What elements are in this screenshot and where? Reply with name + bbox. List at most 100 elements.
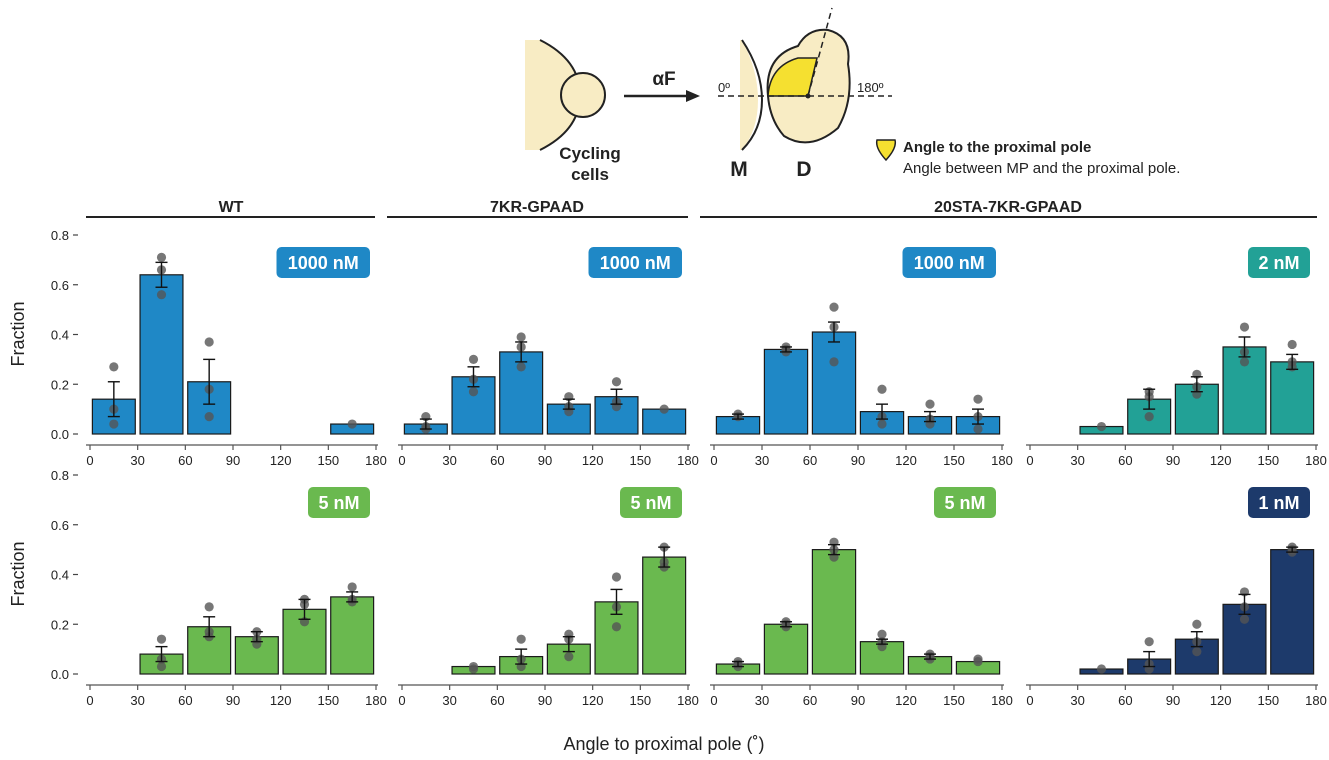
- x-tick-label: 30: [1070, 453, 1084, 468]
- panel-8: 0 30 60 90 120 150 180 1 nM: [1026, 487, 1327, 708]
- x-tick-label: 150: [943, 453, 965, 468]
- angle-0-label: 0º: [718, 80, 730, 95]
- arrow-head: [686, 90, 700, 102]
- x-tick-label: 0: [710, 453, 717, 468]
- x-tick-label: 180: [365, 453, 387, 468]
- concentration-badge: [902, 247, 996, 278]
- x-tick-label: 90: [538, 693, 552, 708]
- cycling-label-line2: cells: [571, 165, 609, 184]
- x-tick-label: 150: [943, 693, 965, 708]
- x-tick-label: 0: [710, 693, 717, 708]
- bar: [330, 596, 375, 675]
- y-tick-label: 0.2: [51, 617, 69, 632]
- bud-cell: [560, 72, 606, 118]
- x-tick-label: 90: [538, 453, 552, 468]
- angle-180-label: 180º: [857, 80, 884, 95]
- x-tick-label: 180: [365, 693, 387, 708]
- concentration-badge: [588, 247, 682, 278]
- x-tick-label: 30: [442, 453, 456, 468]
- y-tick-label: 0.6: [51, 518, 69, 533]
- x-tick-label: 30: [755, 453, 769, 468]
- pole-dashed-line: [807, 7, 833, 97]
- y-axis-title-bottom: Fraction: [8, 541, 28, 606]
- concentration-badge-label: 2 nM: [1258, 253, 1299, 273]
- legend-wedge-icon: [875, 139, 897, 162]
- data-point: [1239, 357, 1250, 367]
- data-point: [1239, 322, 1250, 332]
- x-tick-label: 60: [1118, 453, 1132, 468]
- x-tick-label: 120: [270, 693, 292, 708]
- x-tick-label: 60: [490, 453, 504, 468]
- x-tick-label: 150: [629, 693, 651, 708]
- x-tick-label: 30: [1070, 693, 1084, 708]
- bar: [1270, 549, 1315, 675]
- bar: [811, 331, 857, 435]
- data-point: [659, 404, 669, 414]
- panels: 0.0 0.2 0.4 0.6 0.8 0 30 60 90 120 150 180 1000 nM 0 3…: [51, 228, 1327, 708]
- x-tick-label: 120: [895, 453, 917, 468]
- strain-header-20sta: 20STA-7KR-GPAAD: [934, 199, 1082, 216]
- mother-cell-shmoo: [741, 39, 764, 151]
- data-point: [1287, 339, 1297, 350]
- concentration-badge: [276, 247, 370, 278]
- concentration-badge-label: 5 nM: [630, 493, 671, 513]
- concentration-badge-label: 1000 nM: [288, 253, 359, 273]
- data-point: [1096, 421, 1107, 432]
- y-tick-label: 0.0: [51, 427, 69, 442]
- x-tick-label: 0: [398, 693, 405, 708]
- x-tick-label: 30: [442, 693, 456, 708]
- data-point: [877, 384, 887, 394]
- data-point: [829, 357, 839, 367]
- data-point: [973, 394, 983, 404]
- cycling-label-line1: Cycling: [559, 144, 620, 163]
- panel-6: 0 30 60 90 120 150 180 5 nM: [398, 487, 699, 708]
- legend-title: Angle to the proximal pole: [903, 139, 1091, 156]
- concentration-badge-label: 1000 nM: [914, 253, 985, 273]
- data-point: [564, 651, 574, 662]
- data-point: [1192, 619, 1202, 629]
- concentration-badge: [620, 487, 682, 518]
- bar: [763, 348, 809, 435]
- data-point: [1096, 664, 1107, 674]
- concentration-badge-label: 1 nM: [1258, 493, 1299, 513]
- x-tick-label: 120: [582, 453, 604, 468]
- x-tick-label: 90: [851, 693, 865, 708]
- data-point: [611, 572, 622, 582]
- panel-3: 0 30 60 90 120 150 180 1000 nM: [710, 247, 1013, 468]
- mother-label: M: [730, 158, 748, 181]
- panel-2: 0 30 60 90 120 150 180 1000 nM: [398, 247, 699, 468]
- concentration-badge-label: 5 nM: [944, 493, 985, 513]
- data-point: [156, 252, 167, 262]
- concentration-badge: [308, 487, 370, 518]
- x-tick-label: 0: [1026, 453, 1033, 468]
- x-tick-label: 0: [86, 693, 93, 708]
- x-tick-label: 60: [178, 453, 192, 468]
- bar: [1270, 361, 1315, 435]
- x-tick-label: 60: [803, 453, 817, 468]
- y-axis-title-top: Fraction: [8, 301, 28, 366]
- y-tick-label: 0.8: [51, 468, 69, 483]
- concentration-badge: [1248, 247, 1310, 278]
- data-point: [156, 661, 167, 672]
- bar: [139, 274, 184, 435]
- x-tick-label: 0: [398, 453, 405, 468]
- panel-1: 0.0 0.2 0.4 0.6 0.8 0 30 60 90 120 150 180 1000 nM: [51, 228, 387, 468]
- x-tick-label: 60: [178, 693, 192, 708]
- data-point: [156, 634, 167, 644]
- x-axis-title: Angle to proximal pole (˚): [563, 734, 764, 754]
- y-tick-label: 0.8: [51, 228, 69, 243]
- angle-wedge: [767, 57, 818, 97]
- bar: [187, 626, 232, 675]
- y-tick-label: 0.0: [51, 667, 69, 682]
- x-tick-label: 90: [226, 693, 240, 708]
- panel-4: 0 30 60 90 120 150 180 2 nM: [1026, 247, 1327, 468]
- x-tick-label: 60: [803, 693, 817, 708]
- bar: [811, 549, 857, 675]
- x-tick-label: 120: [270, 453, 292, 468]
- x-tick-label: 120: [1210, 693, 1232, 708]
- data-point: [516, 332, 526, 342]
- concentration-badge: [1248, 487, 1310, 518]
- y-tick-label: 0.2: [51, 377, 69, 392]
- data-point: [877, 419, 887, 429]
- mp-point: [805, 93, 811, 99]
